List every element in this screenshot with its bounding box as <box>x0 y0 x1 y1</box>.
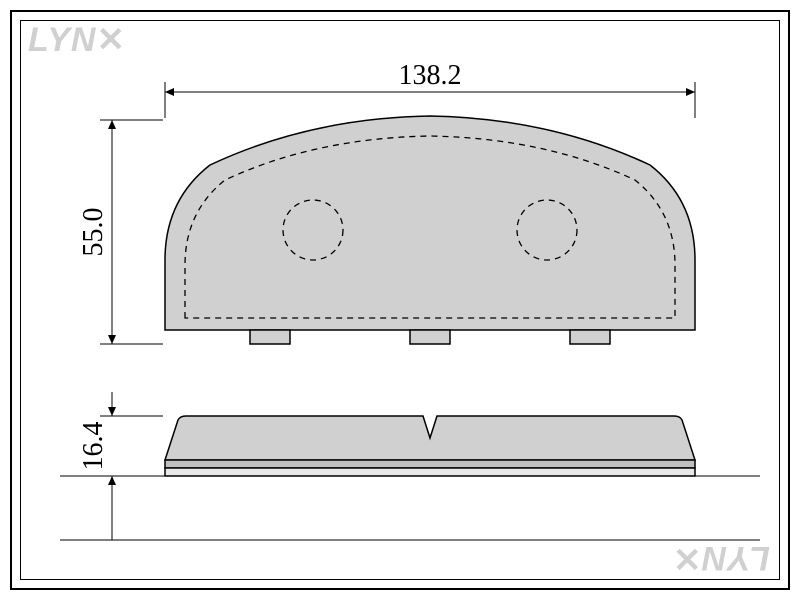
backplate-lower <box>165 468 695 476</box>
pad-outline <box>165 116 695 330</box>
dim-width: 138.2 <box>165 60 695 118</box>
tab-right <box>570 330 610 344</box>
front-view <box>165 116 695 344</box>
tab-center <box>410 330 450 344</box>
technical-drawing: 138.2 55.0 16.4 <box>0 0 800 600</box>
dim-thickness-label: 16.4 <box>78 422 109 471</box>
dim-width-label: 138.2 <box>399 60 462 91</box>
tab-left <box>250 330 290 344</box>
dim-height: 55.0 <box>78 120 163 344</box>
backplate-upper <box>165 460 695 468</box>
pad-side <box>165 416 695 460</box>
dim-height-label: 55.0 <box>78 208 109 257</box>
side-view <box>165 416 695 476</box>
